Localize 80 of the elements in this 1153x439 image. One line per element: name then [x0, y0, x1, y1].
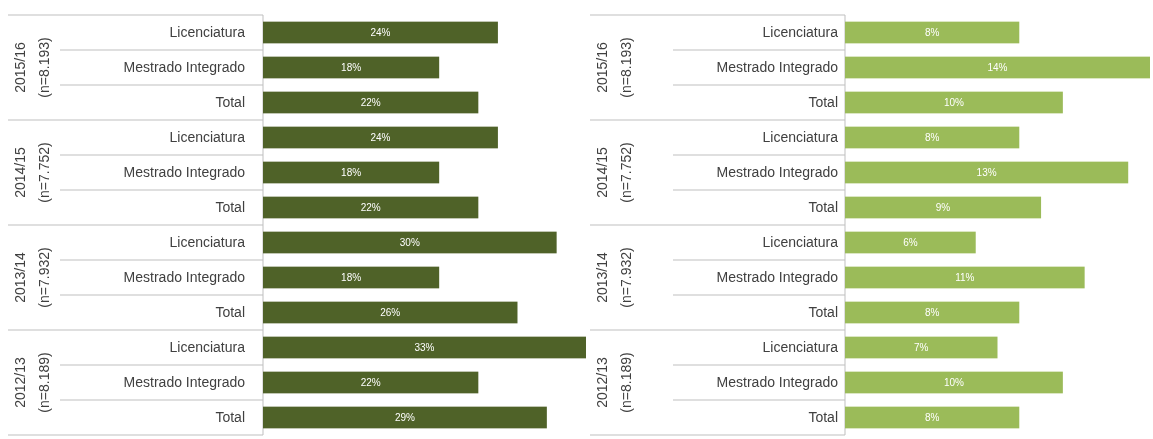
bar [263, 231, 557, 254]
bar [845, 231, 976, 254]
y-tick-label: Total [215, 199, 245, 216]
text: 2012/13 (n=8.189) [594, 352, 634, 413]
data-label: 11% [955, 272, 975, 283]
y-tick-label: Licenciatura [169, 24, 246, 41]
y-tick-label: Licenciatura [169, 234, 246, 251]
bar [845, 161, 1129, 184]
data-label: 22% [360, 202, 381, 213]
data-label: 10% [943, 377, 965, 388]
y-tick-label: Mestrado Integrado [716, 164, 839, 181]
bar [263, 56, 440, 79]
y-tick-label: Mestrado Integrado [123, 59, 246, 76]
data-label: 26% [380, 307, 401, 318]
data-label: 8% [924, 307, 940, 318]
data-label: 29% [394, 412, 416, 423]
text: 2014/15 (n=7.752) [12, 142, 52, 203]
data-label: 6% [903, 237, 918, 248]
data-label: 7% [914, 342, 929, 353]
bar [845, 406, 1020, 429]
data-label: 8% [924, 412, 940, 423]
data-label: 8% [924, 132, 940, 143]
y-tick-label: Total [215, 94, 245, 111]
bar [263, 406, 547, 429]
y-tick-label: Licenciatura [169, 129, 246, 146]
y-tick-label: Mestrado Integrado [123, 374, 246, 391]
y-tick-label: Licenciatura [762, 234, 839, 251]
bar [845, 301, 1020, 324]
bar [263, 301, 518, 324]
y-tick-label: Total [808, 304, 838, 321]
data-label: 10% [943, 97, 965, 108]
y-tick-label: Mestrado Integrado [123, 269, 246, 286]
bar [845, 266, 1085, 289]
bar [263, 91, 479, 114]
data-label: 24% [370, 27, 391, 38]
text: 2015/16 (n=8.193) [12, 37, 52, 98]
bar [845, 21, 1020, 44]
bar [845, 196, 1042, 219]
data-label: 18% [341, 272, 362, 283]
bar [845, 336, 998, 359]
bar [845, 126, 1020, 149]
y-tick-label: Mestrado Integrado [123, 164, 246, 181]
bar [263, 196, 479, 219]
y-tick-label: Licenciatura [762, 339, 839, 356]
data-label: 30% [399, 237, 420, 248]
data-label: 22% [360, 377, 381, 388]
data-label: 33% [414, 342, 435, 353]
text: 2014/15 (n=7.752) [594, 142, 634, 203]
y-tick-label: Licenciatura [169, 339, 246, 356]
bar [263, 126, 498, 149]
data-label: 24% [370, 132, 391, 143]
y-tick-label: Total [808, 409, 838, 426]
y-tick-label: Total [215, 409, 245, 426]
bar [263, 371, 479, 394]
bar [263, 161, 440, 184]
data-label: 22% [360, 97, 381, 108]
bar [263, 266, 440, 289]
text: 2013/14 (n=7.932) [12, 247, 52, 308]
y-tick-label: Total [215, 304, 245, 321]
data-label: 9% [935, 202, 951, 213]
data-label: 13% [976, 167, 997, 178]
bar [845, 56, 1150, 79]
data-label: 14% [987, 62, 1008, 73]
data-label: 8% [924, 27, 940, 38]
bar [263, 21, 498, 44]
y-tick-label: Mestrado Integrado [716, 374, 839, 391]
text: 2015/16 (n=8.193) [594, 37, 634, 98]
text: 2012/13 (n=8.189) [12, 352, 52, 413]
y-tick-label: Total [808, 94, 838, 111]
y-tick-label: Mestrado Integrado [716, 269, 839, 286]
data-label: 18% [341, 167, 362, 178]
y-tick-label: Licenciatura [762, 24, 839, 41]
y-tick-label: Licenciatura [762, 129, 839, 146]
text: 2013/14 (n=7.932) [594, 247, 634, 308]
y-tick-label: Mestrado Integrado [716, 59, 839, 76]
bar [845, 91, 1063, 114]
data-label: 18% [341, 62, 362, 73]
bar [263, 336, 586, 359]
y-tick-label: Total [808, 199, 838, 216]
bar [845, 371, 1063, 394]
